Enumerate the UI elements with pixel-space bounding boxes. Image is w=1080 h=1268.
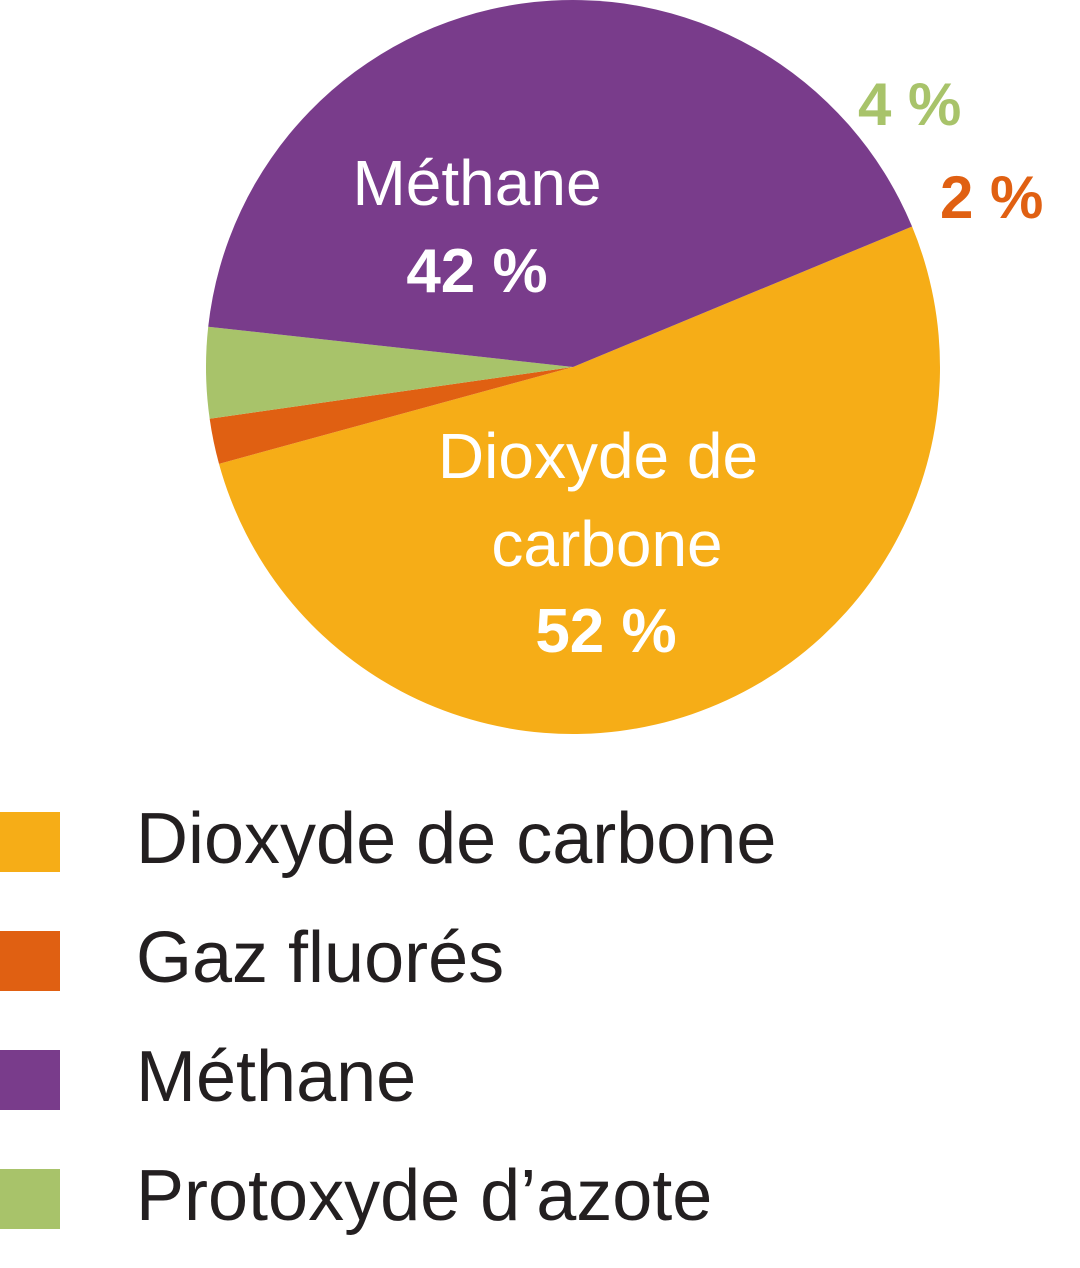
chart-legend: Dioxyde de carbone Gaz fluorés Méthane P… (0, 792, 1080, 1268)
slice-protoxyde-d-azote (206, 326, 573, 419)
legend-label: Méthane (136, 1037, 417, 1117)
slice-label-methane-name: Méthane (352, 147, 601, 219)
pie-chart: Méthane 42 % Dioxyde de carbone 52 % 4 %… (206, 0, 1043, 735)
slice-dioxyde-de-carbone (219, 226, 941, 735)
legend-swatch (0, 1169, 60, 1229)
slice-methane (208, 0, 913, 368)
legend-label: Dioxyde de carbone (136, 799, 777, 879)
legend-item-dioxyde-de-carbone: Dioxyde de carbone (0, 792, 1080, 911)
legend-item-methane: Méthane (0, 1030, 1080, 1149)
legend-swatch (0, 812, 60, 872)
legend-swatch (0, 1050, 60, 1110)
legend-item-gaz-fluores: Gaz fluorés (0, 911, 1080, 1030)
legend-label: Protoxyde d’azote (136, 1156, 713, 1236)
legend-item-protoxyde-d-azote: Protoxyde d’azote (0, 1149, 1080, 1268)
pie-slices (206, 0, 941, 735)
slice-gaz-fluores (209, 367, 573, 464)
slice-label-methane-value: 42 % (406, 237, 547, 306)
legend-swatch (0, 931, 60, 991)
legend-label: Gaz fluorés (136, 918, 505, 998)
slice-label-co2-name-line1: Dioxyde de (438, 420, 758, 492)
slice-label-protoxyde-value: 4 % (858, 71, 961, 138)
slice-label-co2-value: 52 % (535, 597, 676, 666)
slice-label-gaz-fluores-value: 2 % (940, 164, 1043, 231)
slice-label-co2-name-line2: carbone (491, 508, 722, 580)
